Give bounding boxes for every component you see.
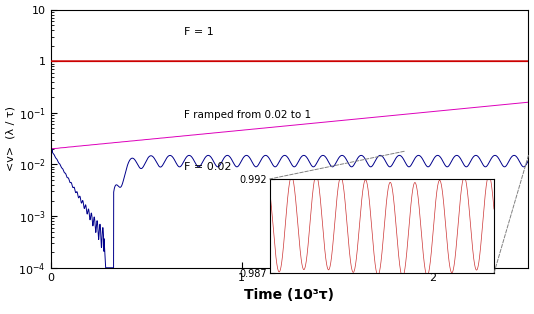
X-axis label: Time (10³τ): Time (10³τ): [245, 288, 334, 302]
Y-axis label: <v>  (λ / τ): <v> (λ / τ): [5, 106, 15, 171]
Text: F = 1: F = 1: [184, 27, 214, 37]
Text: F = 0.02: F = 0.02: [184, 162, 232, 172]
Text: F ramped from 0.02 to 1: F ramped from 0.02 to 1: [184, 110, 311, 120]
